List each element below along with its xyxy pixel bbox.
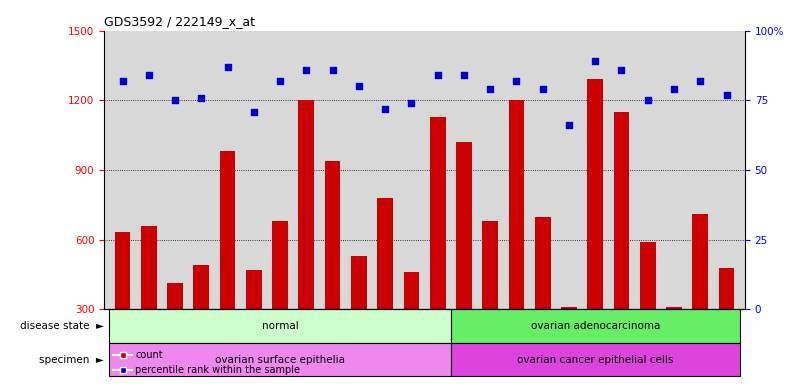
Bar — [561, 307, 577, 379]
Point — [143, 72, 155, 78]
Point — [694, 78, 706, 84]
Bar — [219, 152, 235, 379]
Bar — [587, 79, 603, 379]
Bar — [535, 217, 550, 379]
Point — [248, 108, 260, 114]
Bar — [141, 226, 157, 379]
Bar — [351, 256, 367, 379]
Point — [195, 94, 207, 101]
Text: ovarian surface epithelia: ovarian surface epithelia — [215, 354, 345, 364]
Bar — [167, 283, 183, 379]
Point — [457, 72, 470, 78]
Point — [405, 100, 418, 106]
Point — [537, 86, 549, 92]
Point — [116, 78, 129, 84]
Bar — [451, 343, 739, 376]
Bar — [246, 270, 262, 379]
Text: specimen  ►: specimen ► — [38, 354, 103, 364]
Point — [221, 64, 234, 70]
Text: normal: normal — [262, 321, 299, 331]
Point — [352, 83, 365, 89]
Point — [720, 92, 733, 98]
Bar — [377, 198, 393, 379]
Bar — [451, 310, 739, 343]
Point — [562, 122, 575, 129]
Bar — [482, 221, 498, 379]
Legend: count, percentile rank within the sample: count, percentile rank within the sample — [109, 346, 304, 379]
Bar — [110, 310, 451, 343]
Bar — [110, 343, 451, 376]
Point — [484, 86, 497, 92]
Bar — [404, 272, 419, 379]
Text: ovarian adenocarcinoma: ovarian adenocarcinoma — [530, 321, 660, 331]
Point — [642, 97, 654, 103]
Bar — [640, 242, 656, 379]
Bar — [666, 307, 682, 379]
Bar — [456, 142, 472, 379]
Bar — [718, 268, 735, 379]
Point — [667, 86, 680, 92]
Bar — [115, 232, 131, 379]
Point — [326, 67, 339, 73]
Bar — [614, 112, 630, 379]
Bar — [509, 100, 525, 379]
Text: disease state  ►: disease state ► — [19, 321, 103, 331]
Point — [169, 97, 182, 103]
Text: ovarian cancer epithelial cells: ovarian cancer epithelial cells — [517, 354, 674, 364]
Bar — [430, 117, 445, 379]
Point — [589, 58, 602, 65]
Point — [431, 72, 444, 78]
Point — [300, 67, 312, 73]
Point — [510, 78, 523, 84]
Point — [379, 106, 392, 112]
Point — [615, 67, 628, 73]
Bar — [692, 214, 708, 379]
Bar — [299, 100, 314, 379]
Bar — [324, 161, 340, 379]
Point — [274, 78, 287, 84]
Bar — [272, 221, 288, 379]
Text: GDS3592 / 222149_x_at: GDS3592 / 222149_x_at — [104, 15, 256, 28]
Bar — [193, 265, 209, 379]
